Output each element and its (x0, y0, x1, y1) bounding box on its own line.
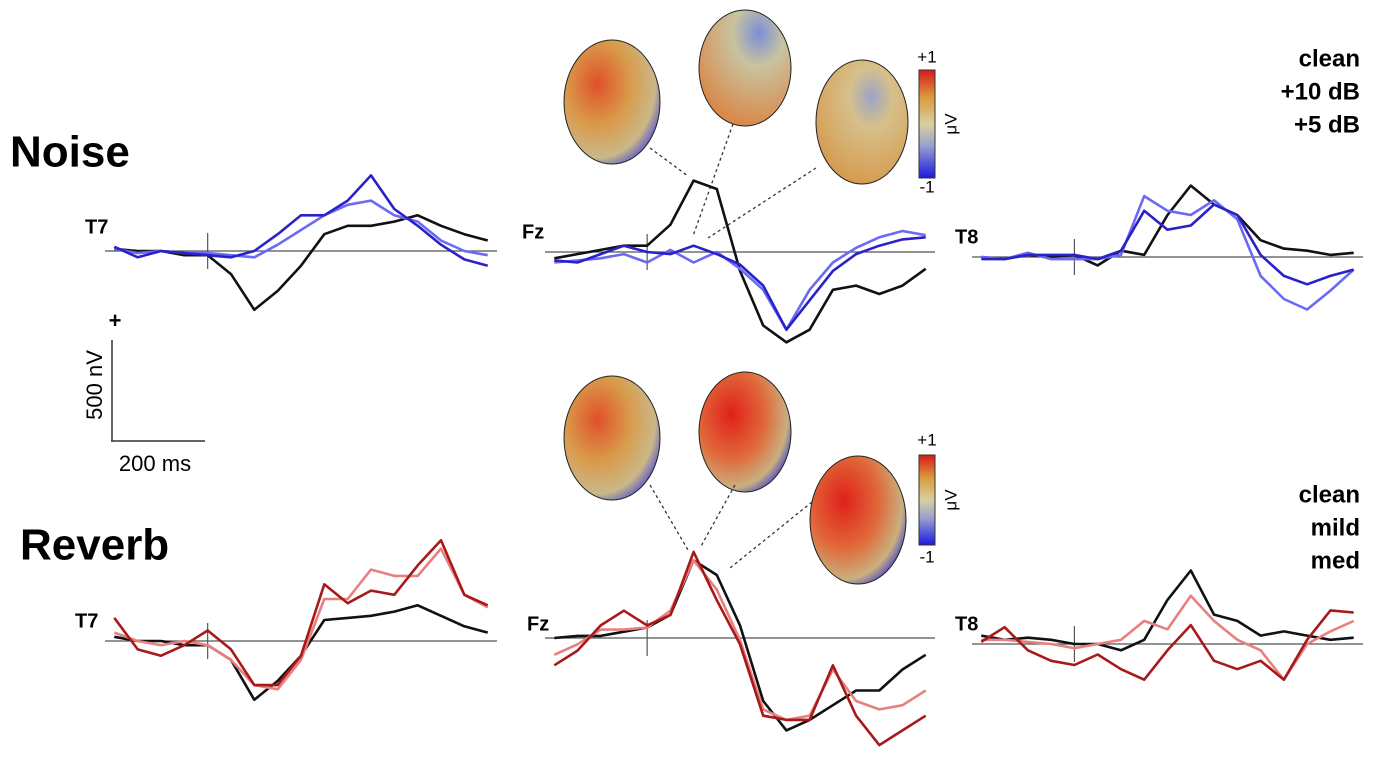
colorbar-unit: μV (941, 489, 960, 511)
waveform (981, 186, 1353, 266)
row-label: Noise (10, 128, 130, 177)
topographies (564, 10, 935, 584)
waveform (981, 571, 1353, 651)
legend-entry: clean (1299, 481, 1360, 508)
waveform (554, 231, 925, 330)
scale-sign: + (109, 308, 122, 333)
electrode-label: Fz (522, 221, 544, 243)
colorbar-max: +1 (917, 430, 936, 449)
electrode-label: Fz (527, 613, 549, 635)
colorbar-unit: μV (941, 113, 960, 135)
scale-y-label: 500 nV (82, 350, 107, 420)
colorbar-min: -1 (919, 177, 934, 196)
waveform (114, 549, 487, 690)
waveform (554, 237, 925, 329)
electrode-label: T8 (955, 613, 978, 635)
scale-bar (111, 340, 205, 441)
legend-entry: +5 dB (1294, 111, 1360, 138)
legend-entry: +10 dB (1281, 78, 1360, 105)
waveform (554, 560, 925, 720)
figure: Noise Reverb +1 -1 μV +1 -1 μV + 500 nV … (0, 0, 1389, 759)
electrode-label: T7 (85, 216, 108, 238)
legend-entry: clean (1299, 45, 1360, 72)
legend-entry: mild (1311, 514, 1360, 541)
row-label: Reverb (20, 521, 169, 570)
colorbar-min: -1 (919, 547, 934, 566)
waveform (554, 181, 925, 343)
waveform (114, 201, 487, 258)
electrode-label: T7 (75, 610, 98, 632)
colorbar-max: +1 (917, 47, 936, 66)
legend-entry: med (1311, 547, 1360, 574)
electrode-label: T8 (955, 226, 978, 248)
waveform (981, 610, 1353, 679)
scale-x-label: 200 ms (119, 451, 191, 476)
